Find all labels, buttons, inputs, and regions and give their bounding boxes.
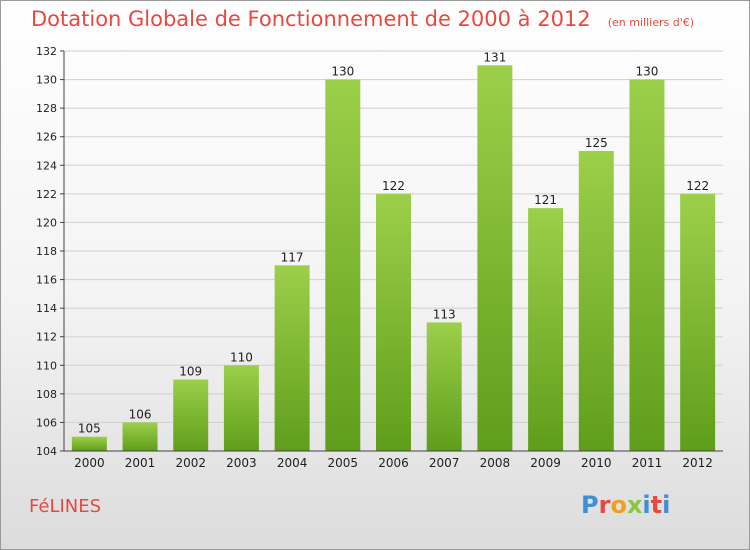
- y-tick-label: 106: [36, 416, 57, 429]
- data-label: 113: [433, 307, 456, 321]
- logo-letter: i: [642, 491, 651, 519]
- data-label: 110: [230, 350, 253, 364]
- bar-2007: [426, 322, 462, 451]
- bar-2001: [122, 422, 158, 451]
- y-tick-label: 104: [36, 445, 57, 458]
- data-label: 105: [78, 422, 101, 436]
- commune-name: FéLINES: [29, 496, 102, 517]
- data-label: 121: [534, 193, 557, 207]
- x-tick-label: 2003: [226, 456, 257, 470]
- y-tick-label: 108: [36, 388, 57, 401]
- y-tick-label: 110: [36, 359, 57, 372]
- y-tick-label: 124: [36, 159, 57, 172]
- x-tick-label: 2008: [480, 456, 511, 470]
- y-tick-label: 132: [36, 45, 57, 58]
- logo-letter: r: [598, 491, 611, 519]
- y-tick-label: 112: [36, 331, 57, 344]
- y-tick-label: 120: [36, 216, 57, 229]
- bar-2002: [173, 379, 209, 451]
- x-tick-label: 2004: [277, 456, 308, 470]
- x-tick-label: 2007: [429, 456, 460, 470]
- bar-2010: [578, 151, 614, 451]
- title-row: Dotation Globale de Fonctionnement de 20…: [31, 7, 694, 31]
- y-tick-label: 118: [36, 245, 57, 258]
- data-label: 125: [585, 136, 608, 150]
- bar-2012: [680, 193, 716, 451]
- bar-2006: [376, 193, 411, 451]
- x-tick-label: 2010: [581, 456, 612, 470]
- data-label: 122: [382, 179, 405, 193]
- x-tick-label: 2001: [125, 456, 156, 470]
- logo-letter: x: [626, 491, 643, 519]
- x-tick-label: 2011: [632, 456, 663, 470]
- y-tick-label: 114: [36, 302, 57, 315]
- logo-letter: i: [662, 491, 671, 519]
- x-tick-label: 2009: [530, 456, 561, 470]
- bar-2011: [629, 79, 665, 452]
- y-tick-label: 122: [36, 188, 57, 201]
- data-label: 117: [281, 250, 304, 264]
- bar-2008: [477, 65, 513, 452]
- data-label: 106: [129, 407, 152, 421]
- y-tick-label: 130: [36, 74, 57, 87]
- data-label: 109: [179, 365, 202, 379]
- data-label: 130: [636, 65, 659, 79]
- x-tick-label: 2002: [175, 456, 206, 470]
- bar-2004: [274, 265, 310, 451]
- logo-letter: P: [581, 491, 599, 519]
- x-tick-label: 2000: [74, 456, 105, 470]
- y-tick-label: 126: [36, 131, 57, 144]
- bar-2003: [223, 365, 259, 451]
- y-tick-label: 128: [36, 102, 57, 115]
- data-label: 122: [686, 179, 709, 193]
- logo-letter: o: [610, 491, 627, 519]
- bar-2005: [325, 79, 361, 452]
- logo-letter: t: [650, 491, 663, 519]
- chart-title: Dotation Globale de Fonctionnement de 20…: [31, 7, 591, 31]
- x-tick-label: 2012: [682, 456, 713, 470]
- data-label: 131: [483, 50, 506, 64]
- y-tick-label: 116: [36, 274, 57, 287]
- bar-2000: [71, 436, 107, 451]
- x-tick-label: 2006: [378, 456, 409, 470]
- data-label: 130: [331, 65, 354, 79]
- proxiti-logo: Proxiti: [581, 491, 670, 519]
- x-tick-label: 2005: [328, 456, 359, 470]
- bar-2009: [528, 208, 564, 451]
- chart-subtitle: (en milliers d'€): [607, 16, 695, 29]
